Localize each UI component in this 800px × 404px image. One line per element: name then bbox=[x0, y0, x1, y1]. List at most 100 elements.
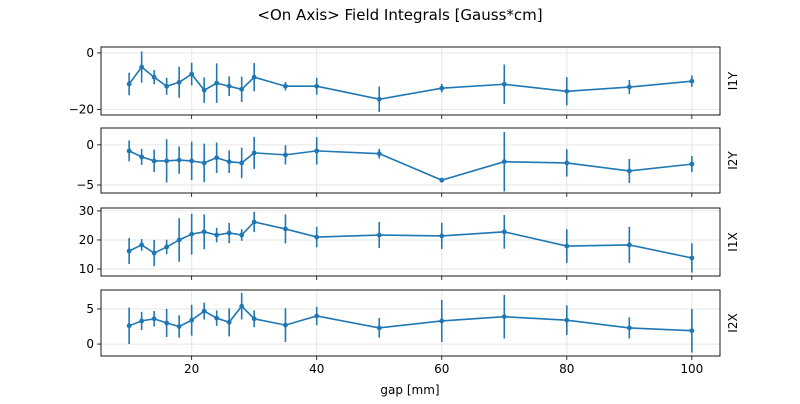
data-point bbox=[501, 81, 507, 87]
y-tick-label: 30 bbox=[79, 204, 94, 218]
x-tick-label: 20 bbox=[184, 362, 199, 376]
data-point bbox=[176, 79, 182, 85]
data-point bbox=[214, 155, 220, 161]
data-point bbox=[376, 232, 382, 238]
subplot-i1x: 10 20 30 I1X bbox=[79, 204, 740, 280]
data-point bbox=[214, 80, 220, 86]
data-point bbox=[126, 81, 132, 87]
x-tick-label: 100 bbox=[680, 362, 703, 376]
data-point bbox=[239, 160, 245, 166]
data-point bbox=[164, 244, 170, 250]
data-point bbox=[189, 231, 195, 237]
data-point bbox=[189, 71, 195, 77]
data-point bbox=[439, 85, 445, 91]
x-axis-label: gap [mm] bbox=[380, 383, 439, 397]
data-point bbox=[689, 78, 695, 84]
y-tick-label: 0 bbox=[86, 46, 94, 60]
data-point bbox=[214, 315, 220, 321]
data-point bbox=[564, 160, 570, 166]
data-point bbox=[139, 318, 145, 324]
data-point bbox=[564, 317, 570, 323]
y-axis-label: I1X bbox=[726, 232, 740, 251]
data-point bbox=[251, 219, 257, 225]
data-point bbox=[151, 250, 157, 256]
data-point bbox=[139, 64, 145, 70]
data-point bbox=[314, 148, 320, 154]
data-point bbox=[376, 325, 382, 331]
x-tick-label: 80 bbox=[559, 362, 574, 376]
series-line-i2x bbox=[128, 304, 692, 332]
axes-frame bbox=[100, 289, 721, 357]
data-point bbox=[314, 313, 320, 319]
data-point bbox=[376, 96, 382, 102]
data-point bbox=[626, 325, 632, 331]
data-point bbox=[283, 83, 288, 89]
y-tick-label: 0 bbox=[86, 138, 94, 152]
y-tick-label: −5 bbox=[76, 178, 94, 192]
subplot-i2x: 20 40 60 80 100 0 5 I2X bbox=[86, 289, 740, 376]
data-point bbox=[201, 160, 207, 166]
y-axis-label: I1Y bbox=[726, 71, 740, 90]
series-line-i1y bbox=[128, 65, 692, 101]
axes-frame bbox=[100, 46, 721, 116]
x-tick-label: 40 bbox=[309, 362, 324, 376]
data-point bbox=[314, 234, 320, 240]
data-point bbox=[201, 87, 207, 93]
y-tick-label: 0 bbox=[86, 337, 94, 351]
y-tick-label: 20 bbox=[79, 233, 94, 247]
data-point bbox=[283, 152, 288, 158]
data-point bbox=[226, 230, 232, 236]
y-axis-label: I2Y bbox=[726, 151, 740, 170]
data-point bbox=[176, 324, 182, 329]
data-point bbox=[214, 232, 220, 238]
data-point bbox=[226, 83, 232, 89]
axes-frame bbox=[100, 207, 721, 277]
data-point bbox=[239, 303, 245, 309]
data-point bbox=[239, 232, 245, 238]
data-point bbox=[439, 177, 445, 183]
data-point bbox=[176, 237, 182, 243]
data-point bbox=[164, 83, 170, 89]
data-point bbox=[251, 150, 257, 156]
data-point bbox=[226, 319, 232, 325]
data-point bbox=[283, 226, 288, 232]
data-point bbox=[314, 83, 320, 89]
data-point bbox=[564, 243, 570, 249]
y-tick-label: −20 bbox=[69, 102, 94, 116]
data-point bbox=[689, 161, 695, 167]
subplot-i1y: 0 −20 I1Y bbox=[69, 46, 740, 119]
data-point bbox=[201, 308, 207, 314]
data-point bbox=[176, 157, 182, 163]
data-point bbox=[139, 242, 145, 248]
data-point bbox=[151, 316, 157, 322]
data-point bbox=[376, 151, 382, 157]
data-point bbox=[689, 328, 695, 334]
data-point bbox=[626, 84, 632, 90]
data-point bbox=[151, 74, 157, 80]
data-point bbox=[126, 323, 132, 329]
x-tick-label: 60 bbox=[434, 362, 449, 376]
data-point bbox=[626, 242, 632, 248]
data-point bbox=[501, 159, 507, 165]
chart-title: <On Axis> Field Integrals [Gauss*cm] bbox=[257, 6, 542, 24]
data-point bbox=[439, 233, 445, 239]
data-point bbox=[126, 148, 132, 154]
data-point bbox=[201, 229, 207, 235]
data-point bbox=[139, 154, 145, 160]
data-point bbox=[626, 168, 632, 174]
data-point bbox=[164, 320, 170, 326]
data-point bbox=[189, 317, 195, 323]
data-point bbox=[439, 318, 445, 324]
y-tick-label: 5 bbox=[86, 302, 94, 316]
data-point bbox=[251, 74, 257, 80]
data-point bbox=[151, 158, 157, 164]
y-axis-label: I2X bbox=[726, 313, 740, 332]
data-point bbox=[564, 88, 570, 94]
subplot-i2y: 0 −5 I2Y bbox=[76, 127, 740, 197]
data-point bbox=[283, 322, 288, 328]
data-point bbox=[689, 255, 695, 261]
y-tick-label: 10 bbox=[79, 262, 94, 276]
data-point bbox=[226, 159, 232, 165]
series-line-i2y bbox=[128, 150, 692, 182]
